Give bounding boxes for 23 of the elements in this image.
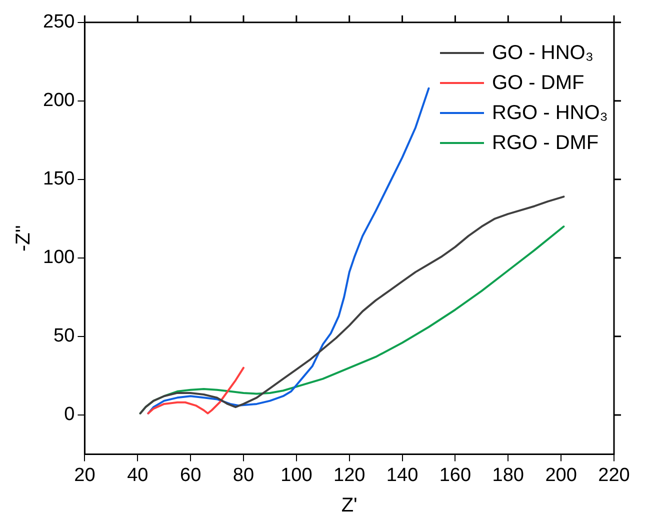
x-tick-label: 40: [127, 464, 148, 486]
x-tick-label: 60: [180, 464, 202, 486]
x-tick-label: 140: [386, 464, 418, 486]
y-tick-label: 200: [43, 90, 75, 112]
legend-label: GO - DMF: [492, 71, 584, 96]
x-tick-label: 180: [492, 464, 524, 486]
x-axis-title: Z': [341, 494, 358, 517]
y-tick-label: 50: [54, 326, 75, 347]
y-tick-label: 150: [43, 168, 75, 190]
x-tick-label: 160: [439, 464, 472, 486]
legend-label: GO - HNO₃: [492, 41, 594, 66]
x-tick-label: 120: [334, 464, 366, 486]
x-tick-label: 20: [74, 464, 96, 486]
legend-label: RGO - DMF: [492, 131, 599, 156]
y-tick-label: 250: [43, 12, 75, 33]
legend-label: RGO - HNO₃: [492, 101, 608, 126]
y-axis-title: -Z'': [12, 225, 35, 252]
x-tick-label: 80: [232, 464, 254, 486]
y-tick-label: 0: [64, 404, 75, 426]
y-tick-label: 100: [43, 247, 75, 268]
x-tick-label: 220: [598, 464, 630, 486]
x-tick-label: 200: [545, 464, 577, 486]
x-tick-label: 100: [280, 464, 312, 486]
